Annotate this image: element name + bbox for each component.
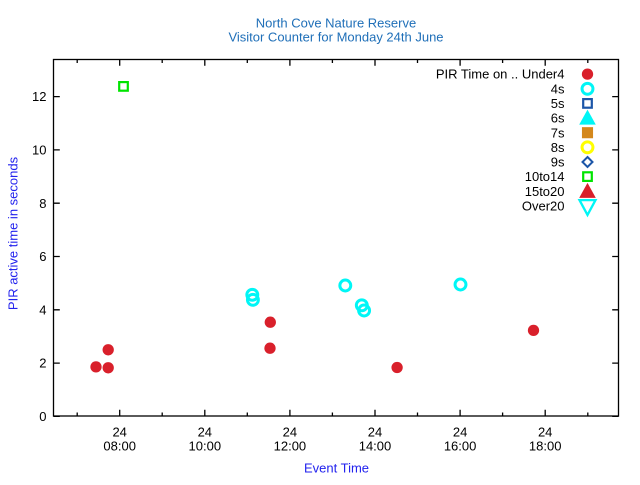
svg-text:18:00: 18:00 bbox=[529, 439, 562, 454]
svg-text:10to14: 10to14 bbox=[525, 169, 565, 184]
svg-text:0: 0 bbox=[39, 409, 46, 424]
svg-text:2: 2 bbox=[39, 356, 46, 371]
svg-text:24: 24 bbox=[198, 425, 212, 440]
svg-text:Event Time: Event Time bbox=[304, 461, 369, 476]
svg-text:4s: 4s bbox=[551, 81, 565, 96]
svg-text:4: 4 bbox=[39, 302, 46, 317]
svg-text:PIR Time on .. Under4: PIR Time on .. Under4 bbox=[436, 67, 565, 82]
svg-text:24: 24 bbox=[368, 425, 382, 440]
svg-text:10: 10 bbox=[32, 143, 46, 158]
svg-text:9s: 9s bbox=[551, 155, 565, 170]
svg-text:24: 24 bbox=[112, 425, 126, 440]
svg-text:8s: 8s bbox=[551, 140, 565, 155]
svg-text:12:00: 12:00 bbox=[274, 439, 307, 454]
svg-text:Visitor Counter for Monday 24t: Visitor Counter for Monday 24th June bbox=[228, 29, 443, 44]
svg-text:14:00: 14:00 bbox=[359, 439, 392, 454]
svg-text:5s: 5s bbox=[551, 96, 565, 111]
svg-text:8: 8 bbox=[39, 196, 46, 211]
svg-text:15to20: 15to20 bbox=[525, 184, 565, 199]
svg-text:6s: 6s bbox=[551, 111, 565, 126]
svg-text:12: 12 bbox=[32, 89, 46, 104]
svg-text:PIR active time in seconds: PIR active time in seconds bbox=[6, 156, 21, 310]
svg-text:08:00: 08:00 bbox=[103, 439, 136, 454]
svg-text:North Cove Nature Reserve: North Cove Nature Reserve bbox=[256, 15, 416, 30]
svg-text:7s: 7s bbox=[551, 125, 565, 140]
svg-text:Over20: Over20 bbox=[522, 199, 565, 214]
svg-text:24: 24 bbox=[538, 425, 552, 440]
svg-text:24: 24 bbox=[283, 425, 297, 440]
svg-text:6: 6 bbox=[39, 249, 46, 264]
svg-text:10:00: 10:00 bbox=[189, 439, 222, 454]
svg-text:16:00: 16:00 bbox=[444, 439, 477, 454]
svg-text:24: 24 bbox=[453, 425, 467, 440]
